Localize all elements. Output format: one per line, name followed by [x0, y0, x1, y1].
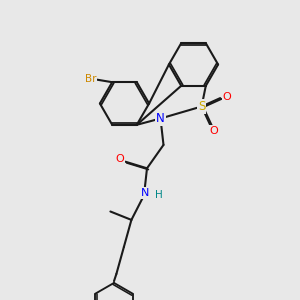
Text: S: S	[198, 100, 205, 113]
Text: O: O	[115, 154, 124, 164]
Text: O: O	[209, 125, 218, 136]
Text: N: N	[156, 112, 165, 125]
Text: N: N	[141, 188, 150, 198]
Text: H: H	[154, 190, 162, 200]
Text: Br: Br	[85, 74, 96, 84]
Text: O: O	[222, 92, 231, 102]
